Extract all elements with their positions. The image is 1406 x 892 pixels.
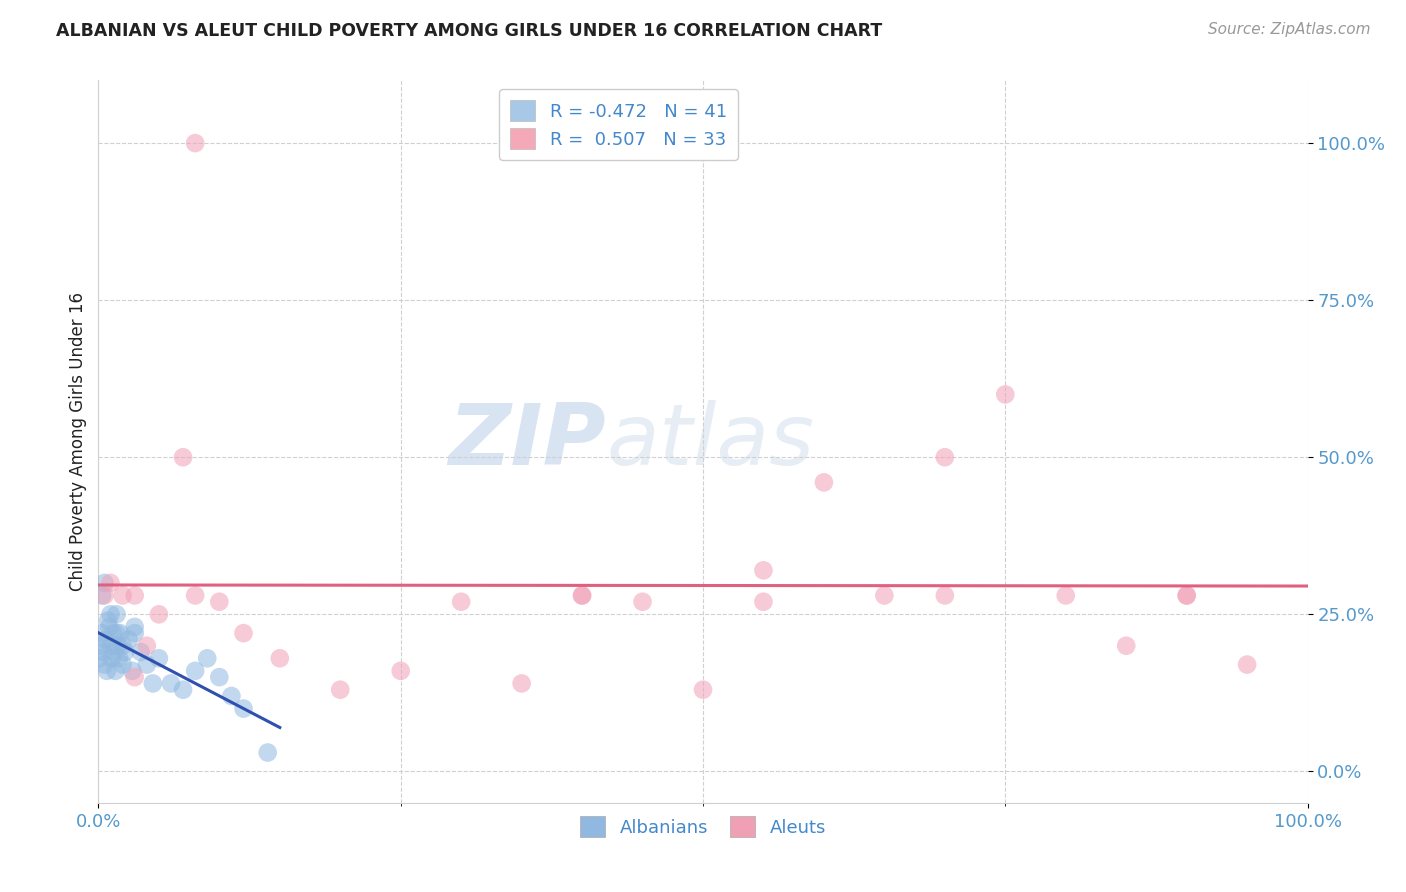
Point <box>111 589 134 603</box>
Point <box>873 589 896 603</box>
Point <box>96 664 118 678</box>
Point <box>571 589 593 603</box>
Text: ZIP: ZIP <box>449 400 606 483</box>
Point <box>101 626 124 640</box>
Point <box>118 632 141 647</box>
Point <box>752 595 775 609</box>
Point <box>107 639 129 653</box>
Point <box>148 607 170 622</box>
Point <box>994 387 1017 401</box>
Point <box>108 651 131 665</box>
Point <box>195 651 218 665</box>
Point <box>91 645 114 659</box>
Legend: Albanians, Aleuts: Albanians, Aleuts <box>572 809 834 845</box>
Point <box>172 682 194 697</box>
Point <box>1236 657 1258 672</box>
Point <box>105 626 128 640</box>
Point <box>135 657 157 672</box>
Point <box>934 450 956 465</box>
Point <box>329 682 352 697</box>
Point <box>90 639 112 653</box>
Point <box>692 682 714 697</box>
Point <box>232 626 254 640</box>
Point <box>256 746 278 760</box>
Point <box>752 563 775 577</box>
Point <box>510 676 533 690</box>
Point <box>813 475 835 490</box>
Point <box>100 639 122 653</box>
Point <box>94 632 117 647</box>
Point <box>208 670 231 684</box>
Point <box>103 645 125 659</box>
Point <box>129 645 152 659</box>
Point <box>1054 589 1077 603</box>
Point <box>184 589 207 603</box>
Point <box>114 645 136 659</box>
Text: atlas: atlas <box>606 400 814 483</box>
Point <box>111 657 134 672</box>
Point <box>104 664 127 678</box>
Text: ALBANIAN VS ALEUT CHILD POVERTY AMONG GIRLS UNDER 16 CORRELATION CHART: ALBANIAN VS ALEUT CHILD POVERTY AMONG GI… <box>56 22 883 40</box>
Point <box>124 589 146 603</box>
Point <box>91 589 114 603</box>
Point <box>450 595 472 609</box>
Point <box>269 651 291 665</box>
Point <box>160 676 183 690</box>
Point <box>98 620 121 634</box>
Point <box>124 670 146 684</box>
Point <box>121 664 143 678</box>
Point <box>124 620 146 634</box>
Point <box>93 575 115 590</box>
Point <box>135 639 157 653</box>
Point <box>571 589 593 603</box>
Point <box>124 626 146 640</box>
Point <box>148 651 170 665</box>
Point <box>142 676 165 690</box>
Point <box>389 664 412 678</box>
Point <box>108 626 131 640</box>
Y-axis label: Child Poverty Among Girls Under 16: Child Poverty Among Girls Under 16 <box>69 292 87 591</box>
Point <box>172 450 194 465</box>
Point <box>105 607 128 622</box>
Point <box>93 589 115 603</box>
Point <box>208 595 231 609</box>
Point <box>934 589 956 603</box>
Point <box>232 701 254 715</box>
Point <box>100 651 122 665</box>
Point <box>97 614 120 628</box>
Text: Source: ZipAtlas.com: Source: ZipAtlas.com <box>1208 22 1371 37</box>
Point <box>111 639 134 653</box>
Point <box>184 136 207 150</box>
Point <box>100 607 122 622</box>
Point <box>91 626 114 640</box>
Point <box>221 689 243 703</box>
Point <box>89 651 111 665</box>
Point <box>184 664 207 678</box>
Point <box>1115 639 1137 653</box>
Point <box>93 657 115 672</box>
Point <box>1175 589 1198 603</box>
Point <box>631 595 654 609</box>
Point <box>100 575 122 590</box>
Point <box>1175 589 1198 603</box>
